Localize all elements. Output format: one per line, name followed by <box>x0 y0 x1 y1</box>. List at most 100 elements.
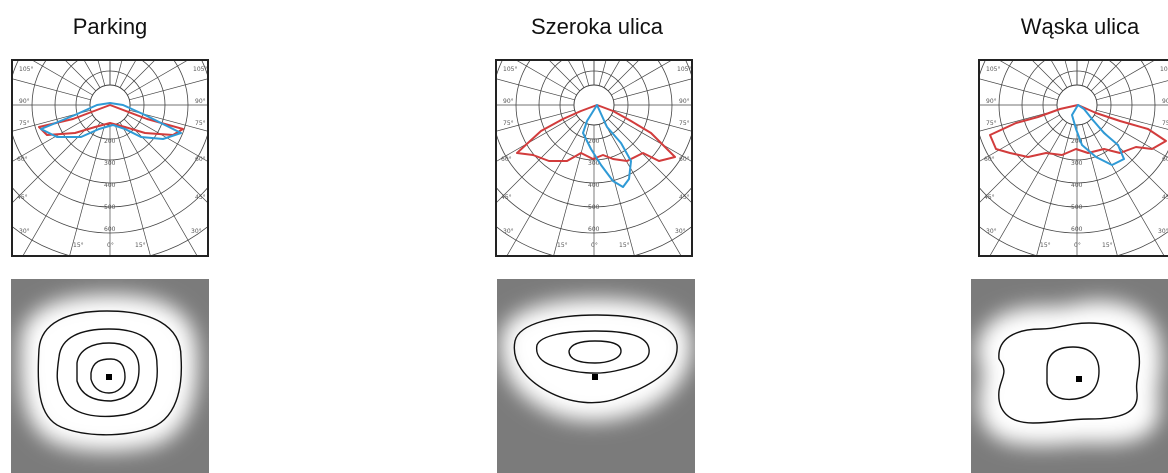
radial-tick-label: 600 <box>1071 226 1083 233</box>
polar-spoke <box>980 109 1058 132</box>
panel-title-parking: Parking <box>72 14 148 39</box>
polar-grid-svg: 105° 90° 75° 60° 45° 30° 15° 0° 15° 30° 45° 60° 75° 9… <box>13 61 207 255</box>
polar-spoke <box>129 78 207 101</box>
polar-spoke <box>1094 114 1168 158</box>
isolux-glow <box>20 295 198 452</box>
angle-tick-label: 105° <box>677 66 691 73</box>
radial-tick-label: 500 <box>588 204 600 211</box>
angle-tick-label: 30° <box>503 228 514 235</box>
polar-spoke <box>65 61 97 92</box>
angle-tick-label: 15° <box>1040 242 1051 249</box>
isolux-diagram-waska-ulica <box>971 279 1168 473</box>
polar-spoke <box>13 109 91 132</box>
polar-spoke <box>119 122 198 255</box>
isolux-contour <box>90 358 126 394</box>
polar-center <box>573 84 615 126</box>
angle-tick-label: 90° <box>986 98 997 105</box>
radial-tick-label: 200 <box>588 138 600 145</box>
angle-tick-label: 30° <box>986 228 997 235</box>
polar-spoke <box>603 122 682 255</box>
polar-spoke <box>506 122 585 255</box>
angle-tick-label: 105° <box>1160 66 1168 73</box>
angle-tick-label: 0° <box>107 242 114 249</box>
luminaire-position-marker <box>592 374 598 380</box>
isolux-diagram-szeroka-ulica <box>497 279 695 473</box>
isolux-diagram-parking <box>11 279 209 473</box>
radial-tick-label: 500 <box>1071 204 1083 211</box>
c90-curve <box>40 102 182 140</box>
angle-tick-label: 60° <box>195 156 206 163</box>
angle-tick-label: 75° <box>986 120 997 127</box>
radial-tick-label: 400 <box>104 182 116 189</box>
isolux-contour <box>998 322 1141 424</box>
angle-tick-label: 45° <box>17 194 28 201</box>
angle-tick-label: 15° <box>1102 242 1113 249</box>
panel-title-waska-ulica: Wąska ulica <box>1020 14 1140 39</box>
c90-curve <box>1071 104 1125 166</box>
polar-grid-svg: 105° 90° 75° 60° 45° 30° 15° 0° 15° 30° 45° 60° 75° 9… <box>497 61 691 255</box>
angle-tick-label: 105° <box>503 66 517 73</box>
c90-curve <box>582 104 632 188</box>
polar-spoke <box>613 78 691 101</box>
isolux-contour <box>37 310 183 436</box>
polar-spoke <box>497 114 577 162</box>
angle-tick-label: 75° <box>195 120 206 127</box>
polar-spoke <box>497 118 581 203</box>
angle-tick-label: 30° <box>675 228 686 235</box>
angle-tick-label: 105° <box>986 66 1000 73</box>
radial-tick-label: 200 <box>1071 138 1083 145</box>
luminaire-position-marker <box>106 374 112 380</box>
angle-tick-label: 60° <box>17 156 28 163</box>
polar-spoke <box>1086 122 1165 255</box>
polar-spoke <box>497 78 575 101</box>
angle-tick-label: 45° <box>501 194 512 201</box>
angle-tick-label: 30° <box>19 228 30 235</box>
angle-tick-label: 75° <box>503 120 514 127</box>
polar-spoke <box>127 61 187 96</box>
radial-tick-label: 400 <box>588 182 600 189</box>
isolux-glow <box>976 301 1162 446</box>
radial-tick-label: 200 <box>104 138 116 145</box>
c0-curve <box>989 104 1167 158</box>
polar-spoke <box>114 124 151 255</box>
angle-tick-label: 45° <box>1162 194 1168 201</box>
radial-tick-label: 600 <box>588 226 600 233</box>
polar-spoke <box>517 61 577 96</box>
polar-spoke <box>1064 61 1073 86</box>
angle-tick-label: 90° <box>195 98 206 105</box>
polar-spoke <box>1036 124 1073 255</box>
polar-spoke <box>127 114 207 162</box>
angle-tick-label: 15° <box>135 242 146 249</box>
polar-spoke <box>497 109 575 132</box>
isolux-svg <box>11 279 209 473</box>
angle-tick-label: 105° <box>193 66 207 73</box>
polar-spoke <box>607 118 691 203</box>
angle-tick-label: 90° <box>19 98 30 105</box>
polar-spoke <box>123 61 155 92</box>
isolux-glow <box>500 299 692 421</box>
polar-spoke <box>1090 118 1168 197</box>
polar-spoke <box>123 118 207 203</box>
polar-spoke <box>69 124 106 255</box>
polar-spoke <box>1096 109 1168 130</box>
panel-title-szeroka-ulica: Szeroka ulica <box>530 14 664 39</box>
polar-diagram-waska-ulica: 105° 90° 75° 60° 45° 30° 15° 0° 15° 30° 45° 60° 75° 9… <box>978 59 1168 257</box>
luminaire-position-marker <box>1076 376 1082 382</box>
radial-tick-label: 300 <box>1071 160 1083 167</box>
polar-diagram-szeroka-ulica: 105° 90° 75° 60° 45° 30° 15° 0° 15° 30° 45° 60° 75° 9… <box>495 59 693 257</box>
angle-tick-label: 30° <box>1158 228 1168 235</box>
angle-tick-label: 90° <box>679 98 690 105</box>
polar-spoke <box>13 78 91 101</box>
angle-tick-label: 60° <box>984 156 995 163</box>
angle-tick-label: 15° <box>619 242 630 249</box>
isolux-svg <box>971 279 1168 473</box>
polar-spoke <box>989 122 1068 255</box>
radial-tick-label: 400 <box>1071 182 1083 189</box>
angle-tick-label: 45° <box>679 194 690 201</box>
polar-spoke <box>613 109 691 132</box>
angle-tick-label: 75° <box>1162 120 1168 127</box>
isolux-contour <box>76 342 140 402</box>
polar-spoke <box>607 61 639 92</box>
polar-spoke <box>553 124 590 255</box>
polar-spoke <box>129 109 207 132</box>
